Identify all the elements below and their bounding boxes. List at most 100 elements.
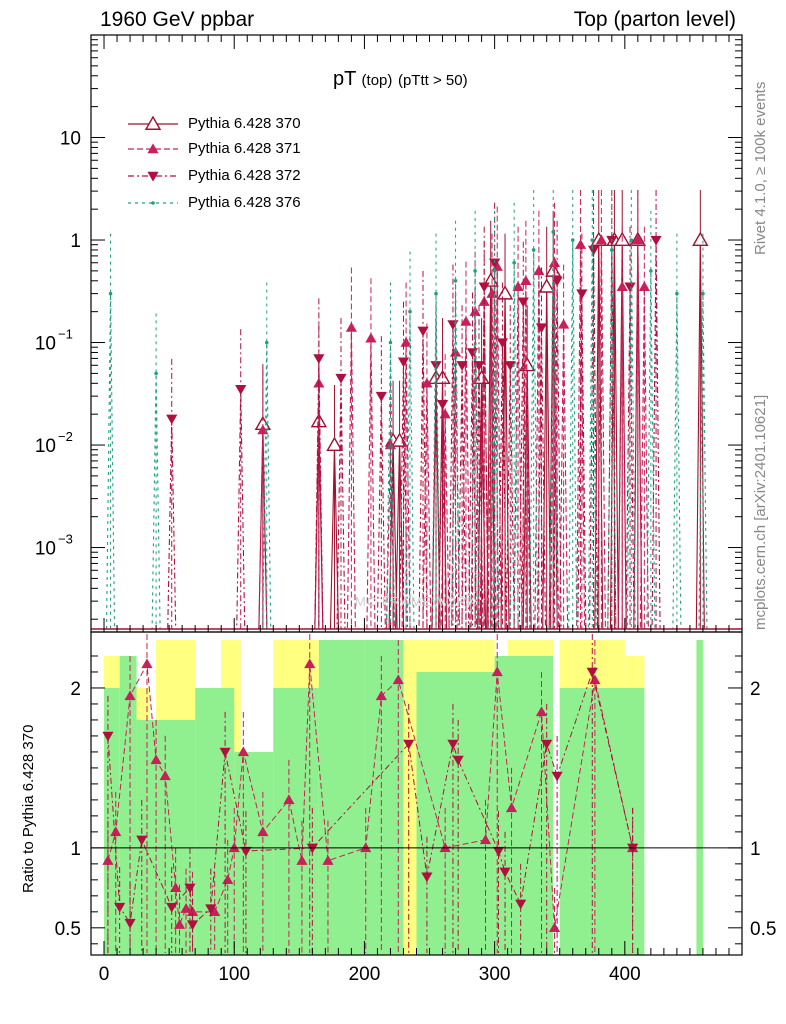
xtick-label-1: 100 (218, 964, 250, 985)
point-1-20 (595, 234, 607, 245)
chart-title: pT (top) (pTtt > 50) (333, 68, 468, 91)
legend-marker-3 (151, 201, 155, 205)
point-2-24 (650, 235, 662, 246)
point-2-15 (496, 338, 509, 349)
point-3-17 (675, 291, 679, 296)
ratio-point-1-0 (102, 731, 114, 742)
ratio-series-1 (102, 634, 639, 953)
band-green-10 (494, 655, 554, 955)
point-2-16 (504, 361, 516, 371)
ratio-point-0-21 (392, 674, 404, 685)
legend-label-376: Pythia 6.428 376 (188, 194, 301, 211)
ratio-point-1-3 (136, 835, 148, 846)
ratio-point-1-5 (184, 883, 196, 894)
point-2-10 (456, 361, 468, 371)
ratio-point-0-4 (150, 754, 162, 765)
point-2-7 (430, 361, 442, 371)
ratio-point-0-18 (322, 855, 334, 865)
ratio-point-0-1 (110, 826, 122, 837)
series-3 (105, 190, 708, 630)
point-2-5 (397, 357, 410, 368)
point-2-13 (478, 282, 490, 293)
ratio-point-1-4 (166, 902, 178, 913)
title-main: pT (333, 68, 356, 90)
ratio-point-0-2 (124, 690, 136, 701)
title-cut: (pTtt > 50) (397, 72, 468, 89)
ratio-point-0-24 (491, 666, 503, 677)
ratio-point-0-3 (141, 658, 153, 669)
header-right: Top (parton level) (573, 8, 736, 31)
ratio-point-1-14 (452, 755, 464, 766)
xtick-label-0: 0 (99, 964, 110, 985)
point-3-6 (453, 279, 458, 283)
ytick-label-3: 1 (70, 231, 81, 252)
ratio-point-1-12 (421, 872, 433, 883)
xtick-label-3: 300 (479, 964, 511, 985)
ratio-point-1-10 (306, 843, 318, 854)
band-green-6 (273, 687, 319, 955)
point-2-20 (576, 289, 588, 300)
point-1-22 (632, 234, 644, 245)
ratio-point-1-15 (492, 846, 505, 857)
ytick-label-4: 10 (60, 129, 81, 150)
legend-marker-0 (144, 115, 162, 130)
ratio-bands (104, 639, 703, 955)
point-2-0 (166, 414, 178, 425)
point-2-1 (235, 385, 247, 395)
ratio-point-1-19 (551, 771, 563, 782)
point-1-12 (486, 288, 498, 298)
point-2-23 (624, 282, 636, 293)
band-green-7 (318, 639, 365, 955)
mcplots-label: mcplots.cern.ch [arXiv:2401.10621] (752, 394, 769, 630)
point-3-5 (434, 291, 438, 296)
ratio-point-0-25 (505, 802, 518, 813)
point-3-11 (551, 230, 556, 234)
point-1-23 (638, 281, 650, 291)
ratio-point-0-20 (375, 690, 387, 701)
point-0-9 (496, 285, 514, 300)
ratio-point-0-19 (360, 842, 372, 853)
point-2-19 (551, 276, 563, 287)
rtick-label-right-2: 2 (750, 679, 761, 700)
point-1-17 (548, 257, 561, 267)
point-3-4 (408, 309, 412, 314)
point-0-17 (692, 231, 709, 246)
point-1-21 (616, 281, 628, 291)
ytick-exp-0: −3 (58, 532, 73, 547)
ratio-point-1-20 (586, 667, 598, 678)
point-3-0 (108, 291, 113, 296)
xtick-label-4: 400 (609, 964, 641, 985)
series-line-2 (167, 240, 661, 630)
ratio-point-1-8 (219, 747, 231, 758)
point-2-14 (489, 258, 501, 269)
point-3-2 (264, 340, 269, 345)
band-green-8 (364, 639, 404, 955)
point-3-8 (492, 269, 497, 273)
point-1-3 (365, 332, 377, 343)
band-green-9 (416, 671, 495, 955)
ratio-point-1-18 (541, 739, 553, 750)
point-1-7 (439, 408, 451, 419)
point-3-10 (531, 248, 536, 252)
point-1-9 (460, 316, 472, 326)
ratio-point-0-13 (237, 746, 249, 757)
ratio-point-1-17 (515, 899, 527, 910)
point-3-14 (610, 248, 614, 252)
band-green-12 (696, 639, 703, 955)
ratio-line-0 (107, 662, 634, 928)
rtick-label-right-1: 1 (750, 839, 761, 860)
legend-label-371: Pythia 6.428 371 (188, 140, 301, 157)
ratio-point-1-7 (205, 904, 217, 915)
ratio-point-1-9 (240, 846, 252, 857)
ratio-point-0-5 (159, 770, 171, 781)
ytick-label-2: 10 (35, 334, 56, 355)
ytick-exp-1: −2 (58, 429, 73, 444)
point-2-21 (587, 245, 600, 256)
point-2-9 (447, 320, 459, 331)
rtick-label-left-1: 1 (70, 839, 81, 860)
point-3-13 (590, 238, 595, 242)
ytick-label-1: 10 (35, 436, 56, 457)
ratio-point-1-13 (447, 739, 459, 750)
point-2-11 (466, 348, 479, 359)
ytick-exp-2: −1 (58, 327, 73, 342)
